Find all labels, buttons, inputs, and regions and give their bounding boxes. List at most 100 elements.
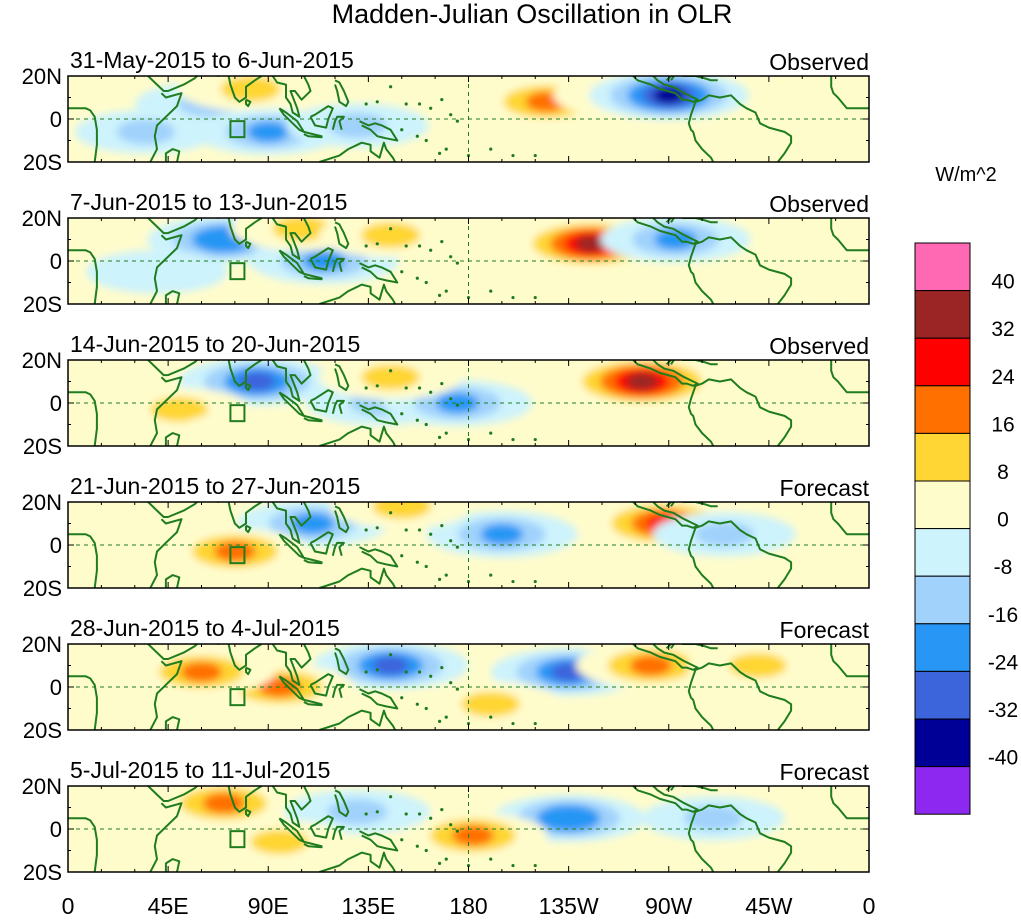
- anomaly-contour: [175, 411, 317, 446]
- island-dot: [444, 715, 448, 719]
- island-dot: [466, 579, 471, 584]
- colorbar-tick-label: 0: [997, 509, 1009, 532]
- anomaly-field: [127, 644, 829, 727]
- latitude-label: 0: [50, 107, 62, 132]
- coastline: [665, 360, 676, 366]
- coastline: [164, 290, 181, 304]
- island-dot: [375, 242, 379, 246]
- island-dot: [364, 102, 368, 106]
- anomaly-contour: [372, 502, 432, 519]
- coastline: [695, 662, 793, 730]
- coastline: [309, 815, 334, 839]
- island-dot: [375, 526, 379, 530]
- coastline: [147, 360, 199, 377]
- coastline: [682, 360, 718, 366]
- island-dot: [449, 681, 453, 685]
- panel-type: Observed: [769, 191, 869, 217]
- anomaly-contour: [361, 364, 420, 390]
- island-dot: [429, 674, 433, 678]
- island-dot: [489, 857, 493, 861]
- map-panel: 20N 0 20S 28-Jun-2015 to 4-Jul-2015 Forecast: [22, 615, 870, 743]
- coastline: [309, 389, 334, 413]
- island-dot: [389, 511, 393, 515]
- colorbar-swatch: [914, 766, 971, 815]
- island-dot: [429, 390, 433, 394]
- colorbar: W/m^2 40 32 24 16 8 0 -8 -16 -24 -32 -40: [914, 164, 1018, 815]
- coastline: [245, 524, 252, 534]
- coastline: [319, 567, 396, 588]
- island-dot: [417, 670, 422, 674]
- island-dot: [449, 823, 453, 827]
- island-dot: [437, 719, 442, 724]
- coastline: [632, 360, 699, 387]
- anomaly-contour: [220, 76, 281, 102]
- island-dot: [417, 386, 422, 390]
- latitude-label: 0: [50, 817, 62, 842]
- latitude-label: 0: [50, 533, 62, 558]
- island-dot: [455, 261, 459, 265]
- island-dot: [415, 844, 419, 848]
- island-dot: [466, 437, 471, 442]
- coastline: [164, 858, 181, 872]
- island-dot: [533, 721, 537, 726]
- coastline: [695, 520, 793, 588]
- longitude-label: 135E: [342, 893, 396, 919]
- island-dot: [511, 863, 515, 868]
- longitude-label: 45E: [148, 893, 189, 919]
- coastlines: [68, 786, 869, 872]
- coastline: [687, 811, 715, 872]
- coastline: [830, 360, 869, 394]
- coastline: [245, 382, 252, 392]
- coastline: [682, 502, 718, 508]
- latitude-label: 20S: [23, 292, 62, 317]
- island-dot: [440, 524, 444, 528]
- coastline: [359, 404, 399, 426]
- island-dot: [466, 721, 471, 726]
- coastline: [278, 249, 305, 275]
- coastline: [687, 669, 715, 730]
- coastline: [303, 840, 323, 849]
- coastline: [334, 363, 350, 392]
- island-dot: [364, 386, 368, 390]
- anomaly-contour: [214, 541, 256, 562]
- island-dot: [533, 863, 537, 868]
- map-panel: 20N 0 20S 5-Jul-2015 to 11-Jul-2015 Forecast: [22, 757, 870, 885]
- coastline: [303, 130, 323, 139]
- island-dot: [440, 382, 444, 386]
- island-dot: [404, 386, 408, 390]
- colorbar-tick-label: -40: [988, 747, 1018, 770]
- coastline: [217, 644, 263, 671]
- coastline: [687, 243, 715, 304]
- island-dot: [417, 528, 422, 532]
- coastline: [149, 802, 183, 872]
- island-dot: [364, 528, 368, 532]
- island-dot: [455, 403, 459, 407]
- anomaly-contour: [683, 805, 743, 831]
- coastline: [319, 851, 396, 872]
- coastline: [632, 218, 699, 245]
- coastline: [278, 391, 305, 417]
- island-dot: [455, 687, 459, 691]
- colorbar-swatch: [914, 337, 971, 387]
- island-dot: [400, 270, 404, 274]
- coastline: [149, 518, 183, 588]
- coastline: [271, 644, 312, 686]
- coastline: [695, 804, 793, 872]
- anomaly-contour: [629, 655, 672, 676]
- anomaly-contour: [181, 661, 222, 683]
- anomaly-contour: [654, 229, 697, 250]
- coastline: [149, 660, 183, 730]
- island-dot: [440, 98, 444, 102]
- coastline: [278, 675, 305, 701]
- island-dot: [533, 579, 537, 584]
- coastline: [331, 541, 345, 557]
- latitude-label: 20S: [23, 150, 62, 175]
- island-dot: [424, 564, 428, 569]
- anomaly-contour: [653, 86, 685, 104]
- island-dot: [415, 134, 419, 138]
- island-dot: [449, 113, 453, 117]
- island-dot: [424, 422, 428, 427]
- colorbar-swatch: [914, 575, 971, 625]
- anomaly-contour: [452, 825, 494, 846]
- island-dot: [511, 437, 515, 442]
